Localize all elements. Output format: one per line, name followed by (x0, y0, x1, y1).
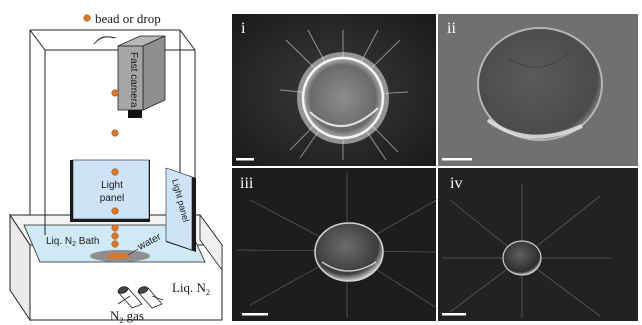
fast-camera: Fast camera (93, 35, 166, 118)
light-panel-front: Light panel (70, 159, 150, 222)
light-panel-side: Light panel (165, 167, 196, 252)
panel-label-iii: iii (240, 175, 254, 192)
photo-panel-iv: iv (438, 168, 638, 321)
light-panel-label-line2: panel (100, 193, 124, 204)
photo-panel-i: i (232, 14, 436, 166)
gas-label: N2 gas (110, 308, 144, 325)
panel-label-ii: ii (447, 20, 456, 37)
liquid-label: Liq. N2 (172, 280, 210, 297)
camera-label: Fast camera (128, 52, 139, 108)
panel-label-i: i (241, 20, 246, 37)
bath-label: Liq. N2 Bath (46, 236, 99, 248)
tank (9, 213, 223, 322)
apparatus-diagram: Fast camera Light panel Light panel (9, 11, 223, 325)
panel-label-iv: iv (450, 175, 462, 192)
bead-legend-marker (83, 14, 91, 22)
legend-label: bead or drop (95, 11, 161, 26)
inlet-pipes (117, 286, 164, 309)
photo-panel-ii: ii (438, 14, 638, 166)
photo-panel-iii: iii (232, 168, 441, 321)
light-panel-label-line1: Light (101, 180, 123, 191)
falling-beads (111, 89, 119, 248)
